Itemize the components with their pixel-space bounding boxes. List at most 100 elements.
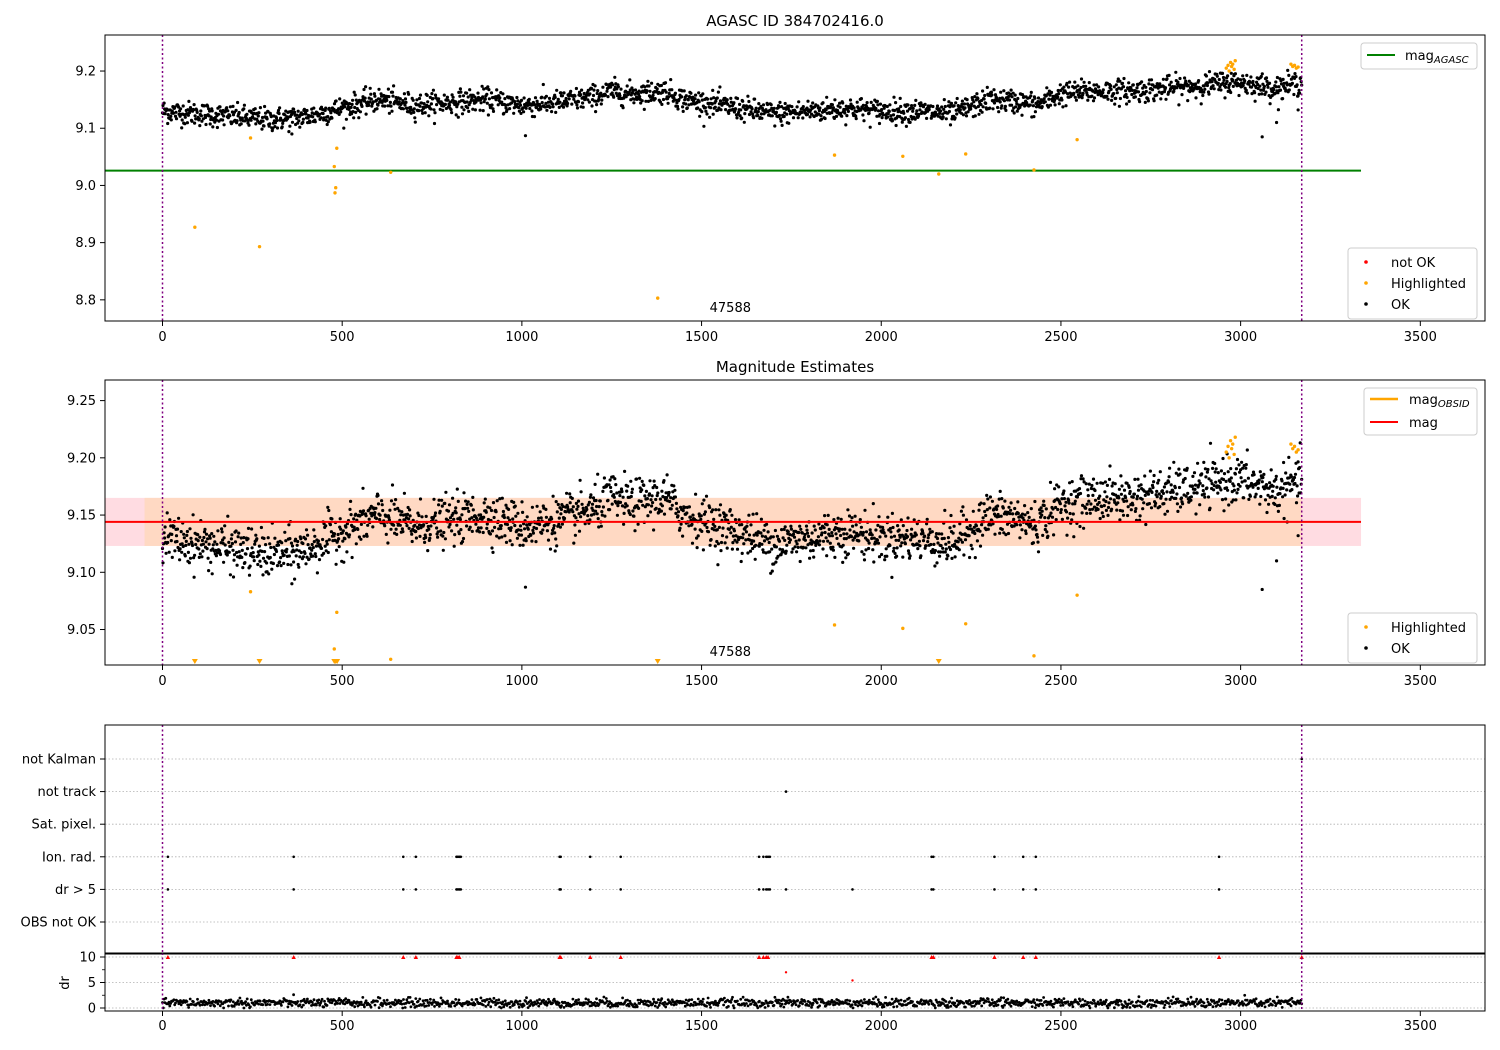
estimates-ok-point — [274, 549, 279, 554]
estimates-ok-point — [519, 533, 524, 537]
agasc-ok-point — [265, 117, 269, 121]
estimates-ok-point — [476, 526, 481, 530]
estimates-ok-point — [592, 512, 596, 516]
estimates-ok-point — [414, 536, 418, 540]
estimates-ok-point — [1247, 497, 1251, 501]
estimates-ok-point — [1274, 559, 1279, 563]
estimates-ok-point — [283, 530, 287, 534]
estimates-ok-point — [812, 524, 816, 528]
estimates-ok-point — [741, 536, 745, 540]
estimates-ok-point — [826, 539, 830, 543]
estimates-ok-point — [1162, 502, 1166, 506]
agasc-highlighted-point — [1233, 59, 1237, 63]
agasc-ok-point — [1293, 72, 1297, 76]
agasc-ok-point — [326, 115, 330, 119]
estimates-ok-point — [961, 505, 965, 509]
estimates-ok-point — [539, 516, 543, 520]
agasc-ok-point — [489, 91, 494, 95]
agasc-ok-point — [914, 98, 918, 102]
agasc-ok-point — [332, 102, 337, 106]
estimates-ok-point — [937, 532, 941, 536]
estimates-ok-point — [516, 511, 520, 515]
estimates-ok-point — [298, 555, 302, 559]
agasc-ok-point — [206, 104, 210, 108]
estimates-ok-point — [262, 536, 266, 541]
estimates-ok-point — [456, 499, 460, 503]
estimates-ok-point — [658, 497, 663, 501]
estimates-ok-point — [574, 516, 578, 520]
estimates-ok-point — [675, 507, 679, 511]
estimates-ok-point — [600, 510, 604, 514]
estimates-ok-point — [433, 514, 437, 518]
estimates-ok-point — [1133, 477, 1137, 481]
agasc-ok-point — [923, 102, 927, 106]
agasc-ok-point — [237, 110, 241, 115]
estimates-ok-point — [420, 515, 424, 519]
dr-point — [231, 1000, 235, 1004]
estimates-ok-point — [1170, 495, 1174, 499]
estimates-ok-point — [402, 491, 406, 495]
estimates-ok-point — [997, 497, 1001, 501]
agasc-ok-point — [1251, 79, 1255, 84]
agasc-ok-point — [846, 109, 851, 113]
estimates-ok-point — [639, 499, 643, 503]
estimates-ok-point — [676, 514, 680, 518]
agasc-y-tick-label: 9.2 — [75, 65, 96, 80]
agasc-ok-point — [1048, 103, 1053, 107]
agasc-ok-point — [947, 109, 952, 114]
estimates-ok-point — [1203, 495, 1207, 499]
estimates-ok-point — [1168, 466, 1172, 470]
estimates-highlighted-point — [332, 647, 336, 651]
agasc-ok-point — [963, 106, 967, 110]
estimates-ok-point — [577, 529, 582, 533]
estimates-highlighted-point — [901, 626, 905, 631]
agasc-ok-point — [1042, 97, 1046, 101]
estimates-ok-point — [817, 543, 822, 547]
estimates-ok-point — [971, 509, 975, 513]
agasc-ok-point — [892, 95, 896, 99]
agasc-ok-point — [487, 97, 491, 101]
agasc-ok-point — [377, 87, 381, 91]
estimates-highlighted-point — [964, 622, 968, 626]
agasc-ok-point — [663, 81, 668, 85]
agasc-ok-point — [844, 123, 848, 127]
estimates-ok-point — [932, 542, 936, 547]
estimates-ok-point — [597, 525, 601, 529]
agasc-x-tick-label: 1500 — [685, 330, 718, 345]
estimates-ok-point — [455, 487, 459, 491]
estimates-ok-point — [1276, 509, 1280, 513]
estimates-ok-point — [362, 534, 366, 538]
agasc-ok-point — [1028, 103, 1032, 107]
dr-point — [249, 998, 253, 1002]
estimates-ok-point — [1147, 502, 1151, 506]
dr-point — [378, 996, 382, 1000]
estimates-ok-point — [984, 513, 988, 518]
estimates-ok-point — [601, 505, 606, 509]
dr-point — [407, 1001, 411, 1005]
estimates-ok-point — [665, 473, 669, 477]
estimates-ok-point — [246, 537, 250, 541]
estimates-ok-point — [656, 491, 660, 495]
estimates-ok-point — [788, 538, 793, 542]
estimates-ok-point — [290, 582, 294, 586]
estimates-ok-point — [992, 507, 996, 511]
estimates-ok-point — [560, 522, 565, 526]
agasc-ok-point — [576, 100, 581, 104]
agasc-ok-point — [1033, 110, 1037, 114]
estimates-ok-point — [586, 503, 590, 507]
estimates-ok-point — [718, 503, 723, 507]
estimates-ok-point — [232, 553, 237, 557]
agasc-x-axis: 0 500 1000 1500 2000 2500 3000 3500 — [158, 321, 1437, 345]
agasc-ok-point — [709, 106, 713, 110]
agasc-legend-box — [1347, 247, 1478, 320]
estimates-ok-point — [622, 511, 626, 515]
estimates-ok-point — [309, 552, 313, 556]
estimates-ok-point — [289, 541, 294, 545]
agasc-ok-point — [498, 96, 502, 100]
agasc-ok-point — [466, 95, 470, 99]
agasc-ok-point — [766, 102, 770, 107]
agasc-ok-point — [1114, 83, 1118, 87]
estimates-ok-point — [374, 506, 378, 510]
estimates-ok-point — [168, 518, 172, 522]
agasc-ok-point — [823, 116, 827, 121]
